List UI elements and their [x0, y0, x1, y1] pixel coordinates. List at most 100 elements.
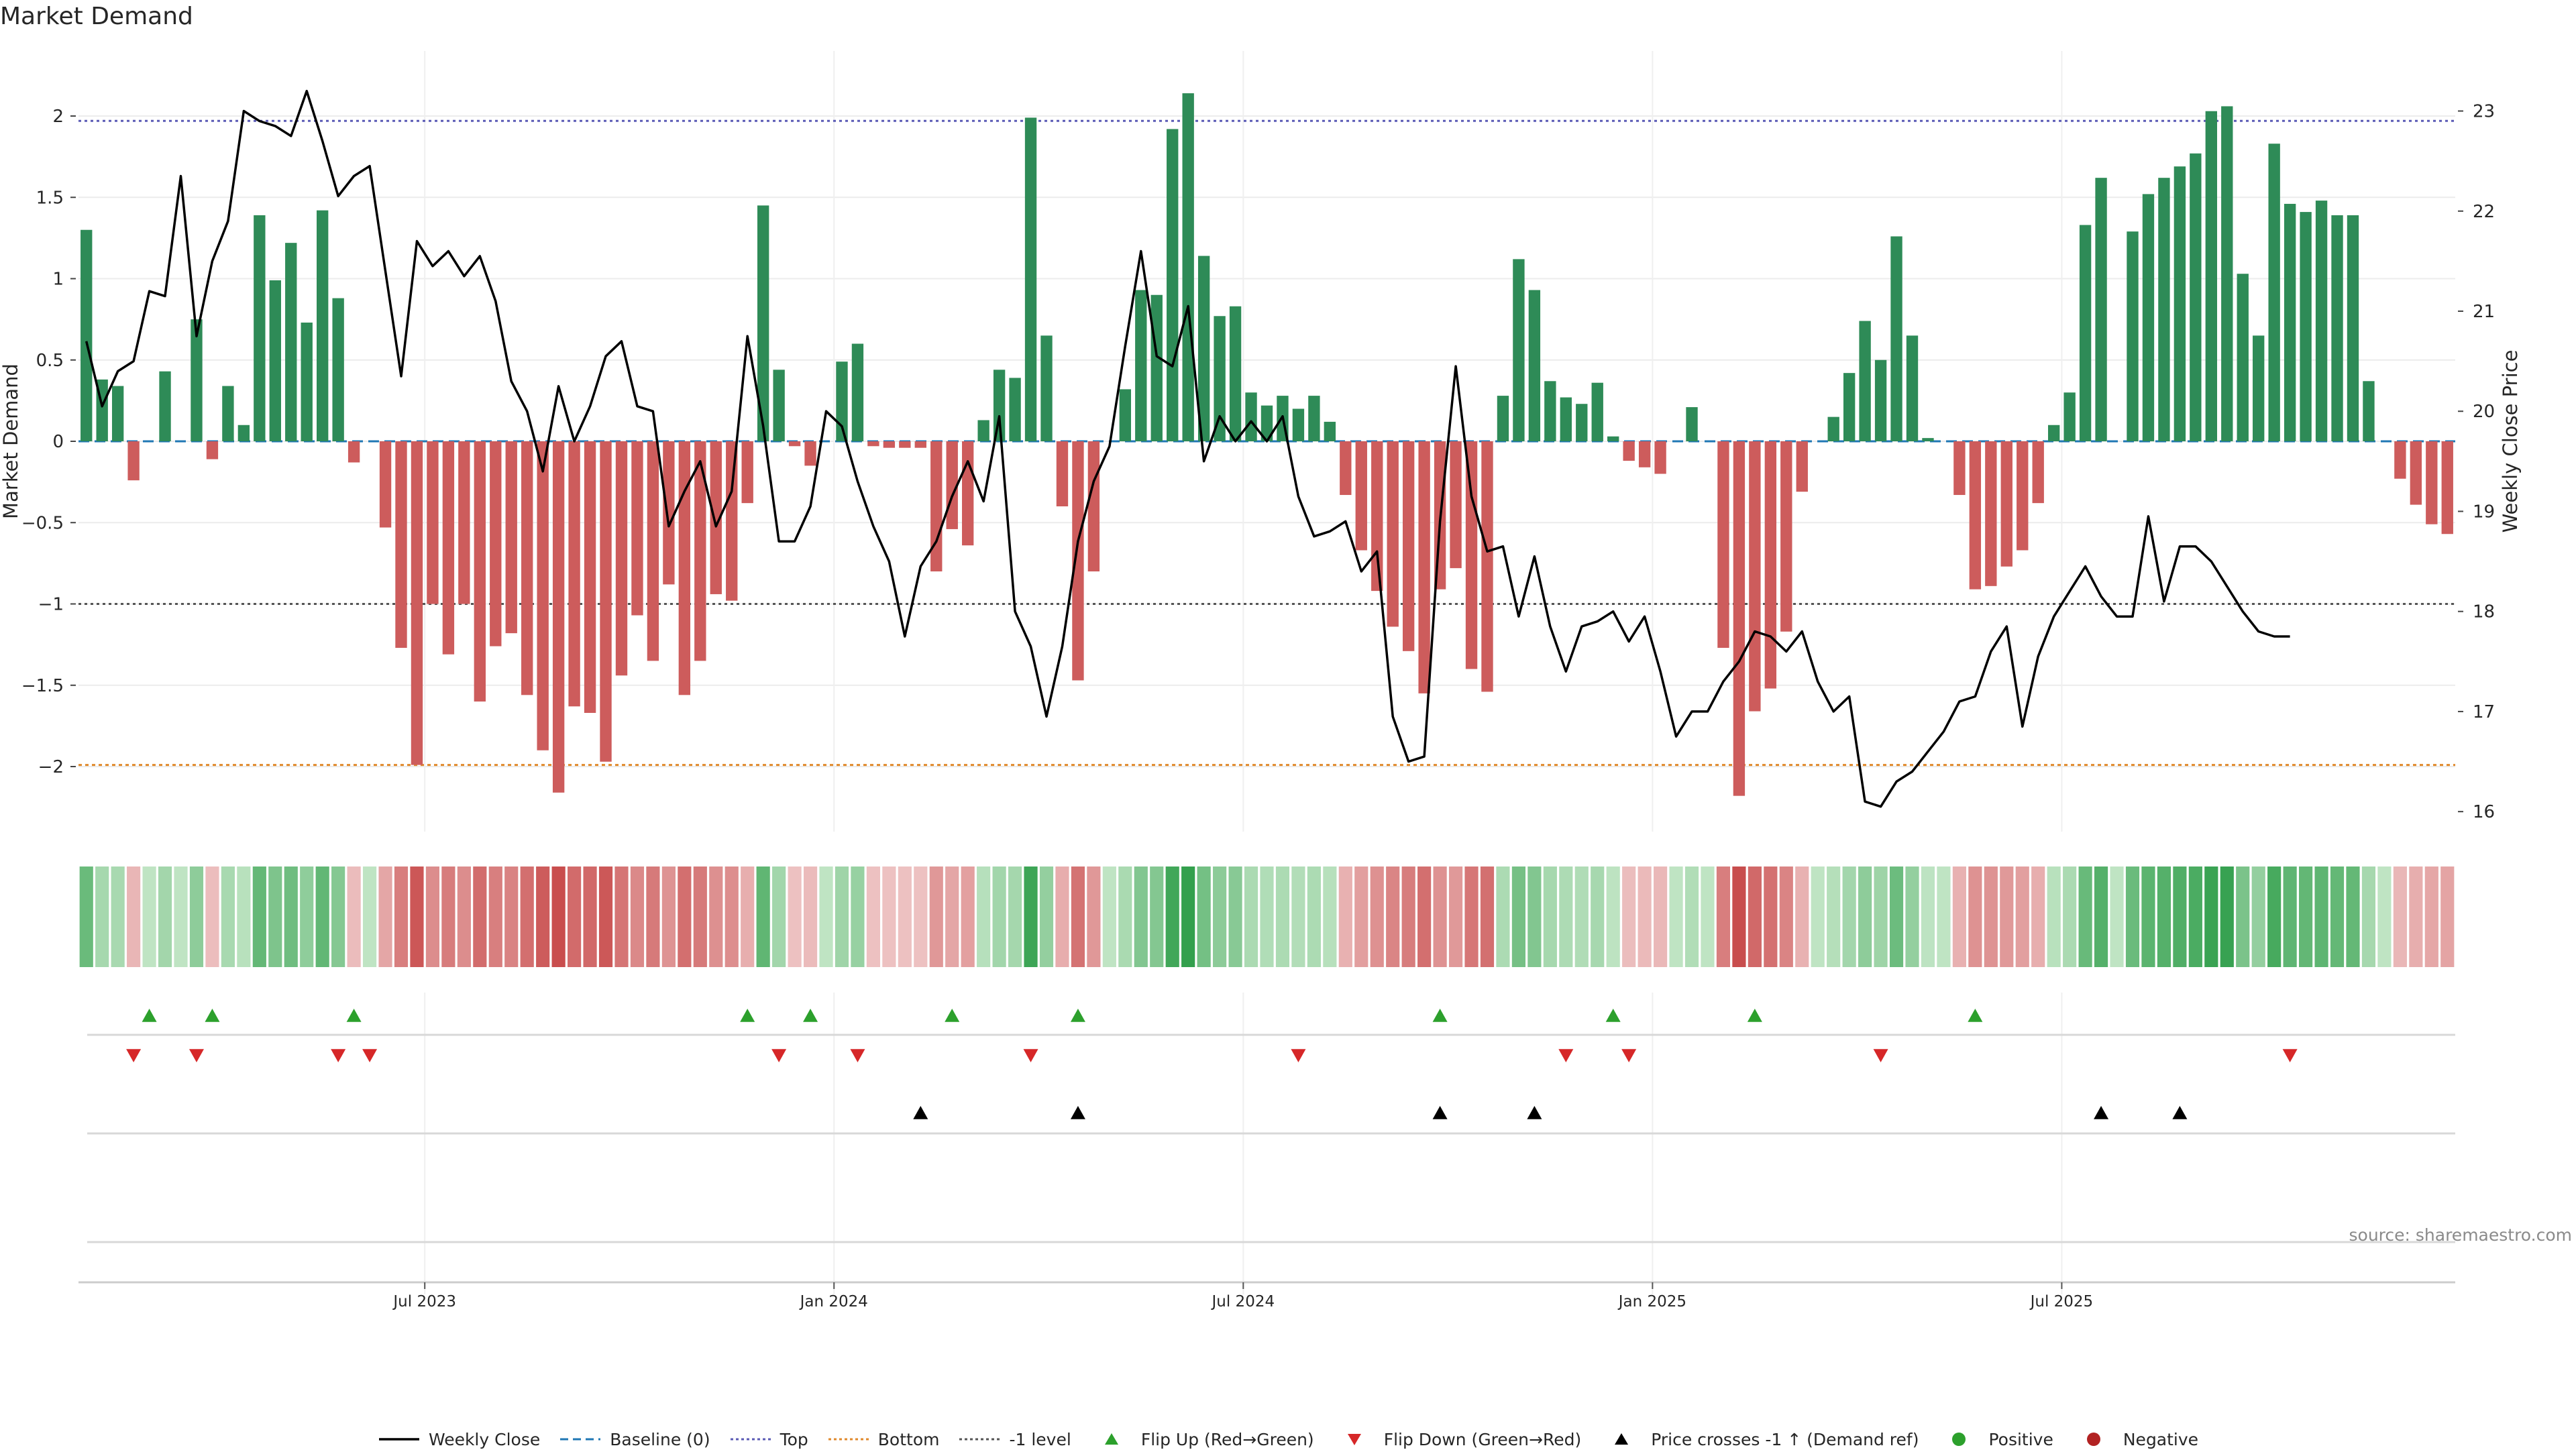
heat-cell — [2346, 866, 2360, 967]
demand-bar — [2347, 215, 2359, 441]
demand-bar — [2253, 335, 2265, 441]
x-tick-label: Jul 2025 — [2029, 1293, 2094, 1310]
event-markers — [87, 1009, 2455, 1243]
heat-cell — [1338, 866, 1352, 967]
y-tick-label: −1.5 — [21, 676, 64, 696]
demand-bar — [2174, 166, 2186, 442]
demand-bar — [1780, 441, 1792, 632]
heat-cell — [1071, 866, 1085, 967]
demand-bar — [1796, 441, 1808, 492]
legend-item: Positive — [1937, 1430, 2053, 1449]
demand-bar — [379, 441, 392, 528]
demand-bar — [127, 441, 140, 481]
heat-cell — [158, 866, 172, 967]
demand-bar — [1749, 441, 1761, 712]
demand-bar — [2095, 178, 2107, 441]
demand-bar — [2205, 111, 2217, 441]
heat-cell — [1197, 866, 1211, 967]
heat-cell — [1874, 866, 1888, 967]
demand-bar — [1717, 441, 1729, 648]
demand-bar — [458, 441, 470, 604]
y2-tick-label: 16 — [2473, 802, 2495, 822]
heat-cell — [410, 866, 424, 967]
heat-cell — [1559, 866, 1573, 967]
demand-bar — [899, 441, 911, 448]
demand-bar — [741, 441, 753, 504]
legend: Weekly Close Baseline (0) Top Bottom -1 leve… — [0, 1424, 2576, 1454]
x-tick-label: Jan 2024 — [799, 1293, 868, 1310]
flip-down-marker — [1023, 1049, 1038, 1062]
demand-bar — [505, 441, 517, 634]
heat-cell — [2125, 866, 2140, 967]
heat-cell — [1779, 866, 1793, 967]
demand-bar — [993, 370, 1006, 441]
heat-cell — [1889, 866, 1904, 967]
demand-bar — [2284, 203, 2296, 441]
demand-bar — [1387, 441, 1399, 627]
heat-cell — [1748, 866, 1762, 967]
heat-cell — [1134, 866, 1148, 967]
axes-layer: 2 1.5 1 0.5 0 −0.5 −1 −1.5 −2 23 22 21 20 19 18 17 16 Mar… — [0, 102, 2522, 823]
flip-up-marker — [346, 1009, 362, 1022]
price-cross-marker — [1527, 1106, 1542, 1119]
y2-tick-label: 21 — [2473, 302, 2495, 322]
heat-cell — [95, 866, 109, 967]
heat-cell — [1984, 866, 1998, 967]
heat-cell — [2047, 866, 2061, 967]
heat-cell — [1244, 866, 1258, 967]
legend-symbol — [2086, 1433, 2100, 1446]
demand-bar — [317, 210, 329, 441]
heat-cell — [2015, 866, 2029, 967]
heat-cell — [2409, 866, 2423, 967]
heat-cell — [1669, 866, 1683, 967]
demand-bar — [2142, 194, 2155, 441]
demand-bar — [2017, 441, 2029, 551]
heat-cell — [2157, 866, 2171, 967]
demand-bar — [1371, 441, 1383, 592]
demand-bar — [1607, 436, 1619, 441]
heat-cell — [1181, 866, 1195, 967]
demand-bar — [1827, 416, 1839, 441]
demand-bar — [1229, 306, 1242, 441]
demand-bar — [442, 441, 455, 655]
legend-label: Weekly Close — [428, 1429, 541, 1449]
demand-bar — [2331, 215, 2343, 441]
heat-cell — [646, 866, 660, 967]
demand-bar — [1513, 259, 1525, 441]
demand-bar — [1953, 441, 1966, 496]
heat-cell — [678, 866, 692, 967]
heat-cell — [2330, 866, 2345, 967]
legend-symbol — [730, 1438, 771, 1441]
demand-bar — [2127, 231, 2139, 441]
demand-bar — [2426, 441, 2438, 524]
demand-bar — [1686, 407, 1698, 441]
heat-cell — [1811, 866, 1825, 967]
heat-cell — [1622, 866, 1636, 967]
flip-down-marker — [126, 1049, 142, 1062]
heat-cell — [866, 866, 880, 967]
heat-cell — [851, 866, 865, 967]
demand-bar — [411, 441, 423, 765]
demand-bar — [2363, 381, 2375, 441]
flip-down-marker — [1873, 1049, 1888, 1062]
heat-cell — [1291, 866, 1305, 967]
demand-bar — [332, 298, 344, 441]
y-tick-label: −0.5 — [21, 513, 64, 533]
heat-cell — [1684, 866, 1699, 967]
price-cross-marker — [2094, 1106, 2109, 1119]
heat-cell — [1543, 866, 1557, 967]
heat-cell — [1464, 866, 1479, 967]
heat-cell — [1591, 866, 1605, 967]
legend-item: Top — [729, 1430, 808, 1449]
demand-bar — [2221, 106, 2233, 441]
heat-cell — [315, 866, 329, 967]
demand-bar — [1292, 408, 1305, 441]
legend-item: Price crosses -1 ↑ (Demand ref) — [1600, 1430, 1919, 1449]
heat-cell — [1574, 866, 1589, 967]
heat-cell — [1795, 866, 1809, 967]
demand-bar — [663, 441, 675, 585]
legend-symbol — [1104, 1433, 1118, 1445]
y-axis-label: Market Demand — [0, 364, 22, 519]
heat-cell — [1024, 866, 1038, 967]
